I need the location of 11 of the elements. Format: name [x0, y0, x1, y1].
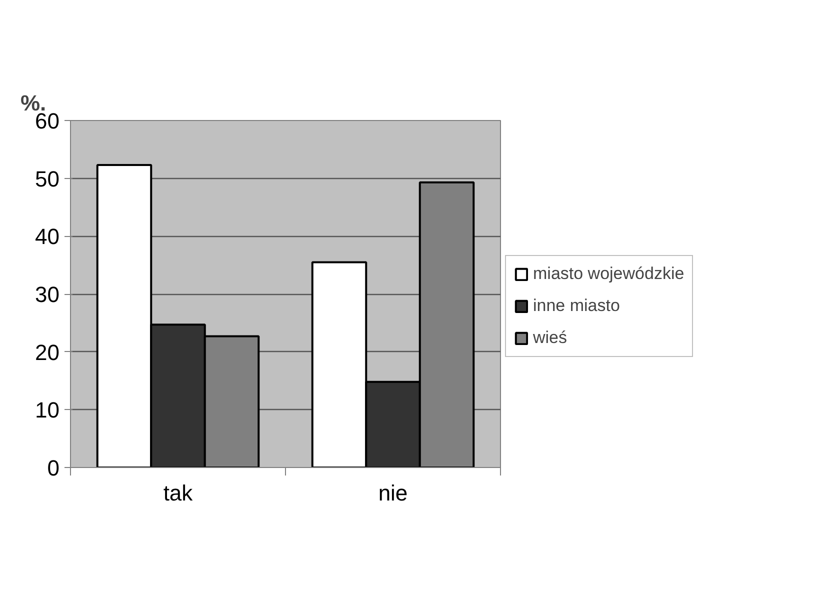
y-tick-label: 20: [35, 340, 60, 365]
legend-label: wieś: [533, 328, 568, 348]
x-tick-label: nie: [378, 480, 408, 506]
legend-label: miasto wojewódzkie: [533, 264, 684, 284]
legend-label: inne miasto: [533, 296, 620, 316]
y-tick-label: 10: [35, 398, 60, 423]
y-tick-label: 0: [47, 456, 60, 480]
y-tick-label: 40: [35, 224, 60, 250]
y-tick-label: 30: [35, 282, 60, 307]
x-tick-label: tak: [163, 480, 194, 506]
y-tick-label: 50: [35, 166, 60, 192]
